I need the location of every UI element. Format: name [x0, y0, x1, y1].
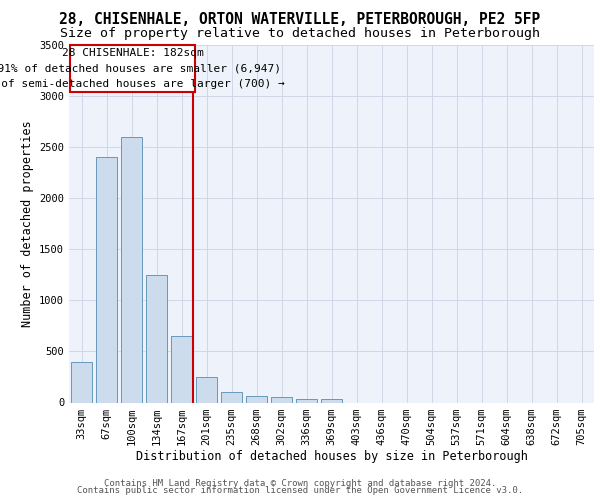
Text: 28, CHISENHALE, ORTON WATERVILLE, PETERBOROUGH, PE2 5FP: 28, CHISENHALE, ORTON WATERVILLE, PETERB…	[59, 12, 541, 28]
FancyBboxPatch shape	[70, 45, 194, 92]
Text: ← 91% of detached houses are smaller (6,947): ← 91% of detached houses are smaller (6,…	[0, 64, 281, 74]
Bar	[121, 137, 142, 402]
X-axis label: Distribution of detached houses by size in Peterborough: Distribution of detached houses by size …	[136, 450, 527, 464]
Text: Contains HM Land Registry data © Crown copyright and database right 2024.: Contains HM Land Registry data © Crown c…	[104, 478, 496, 488]
Bar	[71, 362, 92, 403]
Bar	[146, 275, 167, 402]
Bar	[321, 400, 342, 402]
Text: Size of property relative to detached houses in Peterborough: Size of property relative to detached ho…	[60, 28, 540, 40]
Bar	[96, 158, 117, 402]
Text: Contains public sector information licensed under the Open Government Licence v3: Contains public sector information licen…	[77, 486, 523, 495]
Text: 9% of semi-detached houses are larger (700) →: 9% of semi-detached houses are larger (7…	[0, 79, 284, 89]
Bar	[196, 377, 217, 402]
Bar	[271, 398, 292, 402]
Bar	[246, 396, 267, 402]
Text: 28 CHISENHALE: 182sqm: 28 CHISENHALE: 182sqm	[62, 48, 203, 58]
Bar	[171, 336, 192, 402]
Bar	[221, 392, 242, 402]
Y-axis label: Number of detached properties: Number of detached properties	[20, 120, 34, 327]
Bar	[296, 400, 317, 402]
